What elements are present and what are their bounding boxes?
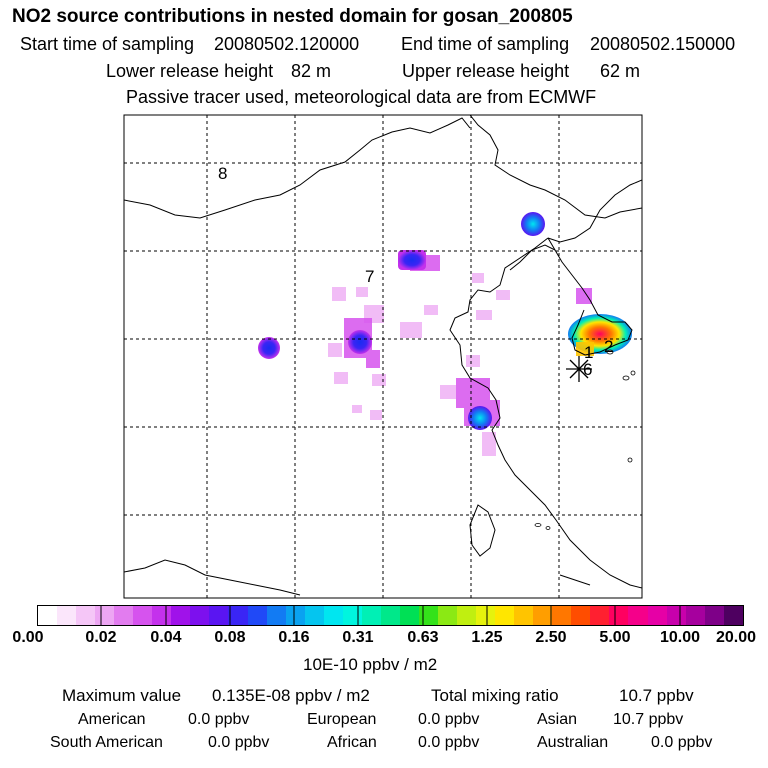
colorbar-swatch (342, 606, 362, 625)
colorbar-tick: 20.00 (715, 629, 757, 646)
colorbar (37, 605, 744, 626)
source-hotspot-west (258, 337, 280, 359)
region-name: European (307, 711, 377, 728)
colorbar-swatch (361, 606, 381, 625)
region-name: Australian (537, 734, 609, 751)
upper-height-label: Upper release height (402, 61, 570, 81)
region-name: American (78, 711, 146, 728)
colorbar-swatch (266, 606, 286, 625)
colorbar-swatch (723, 606, 743, 625)
colorbar-swatch (590, 606, 610, 625)
source-hotspot-east-coast (468, 406, 492, 430)
colorbar-tick: 0.31 (342, 629, 374, 646)
colorbar-swatch (418, 606, 438, 625)
colorbar-tick: 0.16 (278, 629, 310, 646)
coastlines (124, 115, 642, 596)
colorbar-swatch (457, 606, 477, 625)
region-label-1: 1 (584, 343, 593, 362)
colorbar-swatch (171, 606, 191, 625)
colorbar-swatch (76, 606, 96, 625)
colorbar-swatch (95, 606, 115, 625)
colorbar-tick: 0.02 (85, 629, 117, 646)
region-value: 0.0 ppbv (418, 711, 480, 728)
colorbar-swatch (228, 606, 248, 625)
region-label-7: 7 (365, 267, 374, 286)
islands (534, 349, 636, 530)
colorbar-swatch (323, 606, 343, 625)
colorbar-tick: 0.00 (12, 629, 44, 646)
colorbar-swatch (666, 606, 686, 625)
receptor-star-marker (566, 356, 592, 382)
colorbar-tick: 2.50 (535, 629, 567, 646)
colorbar-swatch (285, 606, 305, 625)
plume-light (328, 273, 510, 456)
region-label-6: 6 (583, 360, 592, 379)
colorbar-swatch (704, 606, 724, 625)
colorbar-swatch (571, 606, 591, 625)
colorbar-swatch (609, 606, 629, 625)
colorbar-tick: 5.00 (599, 629, 631, 646)
colorbar-swatch (685, 606, 705, 625)
upper-height-value: 62 m (600, 61, 641, 81)
map-frame (123, 114, 643, 599)
colorbar-swatch (209, 606, 229, 625)
region-name: African (327, 734, 377, 751)
colorbar-tick: 0.08 (214, 629, 246, 646)
region-value: 0.0 ppbv (188, 711, 250, 728)
colorbar-swatch (514, 606, 534, 625)
colorbar-swatch (152, 606, 172, 625)
grid-lines (124, 115, 642, 598)
source-hotspot-northeast (521, 212, 545, 236)
colorbar-swatch (114, 606, 134, 625)
colorbar-units: 10E-10 ppbv / m2 (303, 655, 438, 674)
colorbar-swatch (57, 606, 77, 625)
region-value: 0.0 ppbv (651, 734, 713, 751)
colorbar-swatch (647, 606, 667, 625)
total-mixing-value: 10.7 ppbv (619, 686, 694, 705)
source-hotspot-north (398, 250, 426, 270)
lower-height-label: Lower release height (106, 61, 274, 81)
colorbar-swatch (133, 606, 153, 625)
colorbar-swatch (476, 606, 496, 625)
lower-height-value: 82 m (291, 61, 332, 81)
colorbar-swatch (552, 606, 572, 625)
colorbar-swatch (495, 606, 515, 625)
start-time-label: Start time of sampling (20, 34, 195, 54)
region-value: 0.0 ppbv (418, 734, 480, 751)
tracer-note: Passive tracer used, meteorological data… (126, 87, 597, 107)
region-value: 10.7 ppbv (613, 711, 684, 728)
colorbar-tick: 10.00 (659, 629, 701, 646)
max-value-label: Maximum value (62, 686, 182, 705)
region-label-8: 8 (218, 164, 227, 183)
colorbar-tick: 0.63 (407, 629, 439, 646)
colorbar-tick: 0.04 (150, 629, 182, 646)
colorbar-swatch (628, 606, 648, 625)
region-name: South American (50, 734, 163, 751)
page-title: NO2 source contributions in nested domai… (12, 6, 573, 27)
max-value: 0.135E-08 ppbv / m2 (212, 686, 370, 705)
colorbar-swatch (190, 606, 210, 625)
region-value: 0.0 ppbv (208, 734, 270, 751)
colorbar-swatch (437, 606, 458, 625)
total-mixing-label: Total mixing ratio (431, 686, 559, 705)
colorbar-swatch (533, 606, 553, 625)
source-hotspot-central (348, 330, 372, 354)
region-label-2: 2 (604, 337, 613, 356)
colorbar-swatch (399, 606, 419, 625)
colorbar-swatch (380, 606, 400, 625)
end-time-value: 20080502.150000 (590, 34, 736, 54)
region-name: Asian (537, 711, 578, 728)
colorbar-tick: 1.25 (471, 629, 503, 646)
start-time-value: 20080502.120000 (214, 34, 360, 54)
end-time-label: End time of sampling (401, 34, 570, 54)
colorbar-swatch (38, 606, 58, 625)
colorbar-swatch (304, 606, 324, 625)
colorbar-swatch (247, 606, 267, 625)
